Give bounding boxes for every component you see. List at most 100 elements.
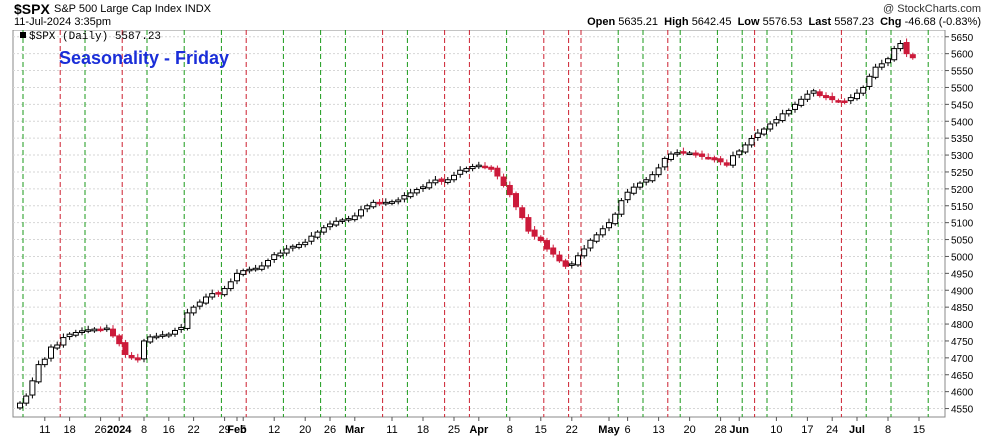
- candle-down: [556, 254, 563, 262]
- y-tick-label: 5600: [951, 50, 974, 61]
- candle-up: [351, 215, 358, 221]
- candle-up: [141, 340, 147, 360]
- candle-up: [258, 265, 265, 270]
- candle-up: [736, 150, 743, 156]
- candle-up: [748, 137, 755, 146]
- ticker-symbol: $SPX: [14, 1, 50, 17]
- y-tick-label: 5650: [951, 33, 974, 44]
- candle-up: [655, 167, 662, 176]
- candle-up: [364, 205, 371, 210]
- candle-up: [612, 213, 619, 225]
- candle-up: [345, 218, 352, 221]
- candle-up: [792, 103, 798, 110]
- x-tick-label: 26: [324, 424, 336, 436]
- candle-down: [903, 42, 910, 55]
- price-chart: 4550 4600 4650 4700 4750 4800 4850 4900 4950 5000…: [12, 30, 974, 436]
- y-tick-label: 5050: [951, 236, 974, 247]
- candle-up: [897, 43, 904, 50]
- candle-up: [271, 254, 278, 260]
- y-tick-label: 5200: [951, 185, 974, 196]
- x-tick-label: Jul: [849, 424, 865, 436]
- candle-up: [221, 288, 228, 296]
- x-tick-label: 15: [913, 424, 925, 436]
- candle-up: [382, 201, 389, 205]
- candle-up: [885, 58, 891, 64]
- candle-down: [438, 178, 445, 182]
- candle-down: [680, 151, 687, 154]
- candle-down: [376, 201, 383, 205]
- candle-up: [29, 380, 36, 396]
- candle-up: [674, 152, 681, 155]
- candle-up: [575, 255, 581, 266]
- candle-up: [754, 132, 761, 138]
- x-tick-label: May: [598, 424, 620, 436]
- candle-up: [686, 152, 693, 156]
- security-name: S&P 500 Large Cap Index INDX: [54, 3, 211, 15]
- candle-up: [761, 128, 767, 135]
- candle-up: [333, 220, 340, 226]
- x-tick-label: 15: [535, 424, 547, 436]
- y-tick-label: 4850: [951, 303, 974, 314]
- candle-up: [866, 75, 873, 87]
- candle-up: [444, 179, 451, 183]
- chart-title: Seasonality - Friday: [59, 48, 229, 68]
- candle-up: [196, 301, 203, 307]
- quote-readout: Open 5635.21 High 5642.45 Low 5576.53 La…: [587, 16, 981, 28]
- x-tick-label: 28: [714, 424, 726, 436]
- candle-up: [878, 63, 885, 68]
- candle-up: [308, 235, 315, 242]
- candle-up: [178, 326, 185, 330]
- candle-down: [97, 328, 104, 332]
- candle-up: [457, 169, 464, 175]
- x-tick-label: 6: [625, 424, 631, 436]
- candle-up: [637, 182, 643, 188]
- candle-up: [172, 329, 178, 335]
- candle-up: [630, 186, 637, 194]
- y-tick-label: 4650: [951, 371, 974, 382]
- x-tick-label: Jun: [729, 424, 749, 436]
- candle-up: [420, 186, 426, 190]
- candle-up: [252, 267, 259, 271]
- candle-up: [742, 144, 749, 153]
- candle-up: [451, 174, 457, 181]
- candle-up: [426, 182, 433, 189]
- x-tick-label: 12: [268, 424, 280, 436]
- legend-label: $SPX (Daily) 5587.23: [29, 31, 161, 43]
- y-tick-label: 5000: [951, 252, 974, 263]
- candle-up: [72, 332, 79, 336]
- candle-up: [246, 268, 253, 272]
- x-tick-label: 10: [770, 424, 782, 436]
- candle-up: [314, 231, 321, 238]
- candle-up: [785, 109, 792, 115]
- candle-up: [165, 333, 172, 337]
- candle-down: [110, 328, 116, 337]
- y-tick-label: 4900: [951, 286, 974, 297]
- candle-up: [327, 223, 333, 228]
- candle-down: [494, 167, 501, 177]
- x-tick-label: 25: [448, 424, 460, 436]
- candle-up: [798, 98, 805, 106]
- candle-down: [122, 342, 129, 355]
- candle-up: [581, 248, 588, 257]
- candle-up: [66, 333, 73, 338]
- candle-up: [891, 48, 898, 61]
- candle-up: [240, 270, 247, 275]
- candle-up: [649, 174, 656, 182]
- candle-down: [506, 184, 513, 196]
- candle-down: [723, 162, 730, 166]
- candle-down: [823, 95, 829, 99]
- candle-down: [692, 152, 699, 156]
- y-tick-label: 5400: [951, 117, 974, 128]
- x-tick-label: 20: [683, 424, 695, 436]
- candle-up: [91, 328, 98, 332]
- x-tick-label: 2024: [107, 424, 132, 436]
- candle-up: [35, 364, 42, 383]
- candle-down: [544, 240, 550, 250]
- candle-up: [779, 113, 786, 122]
- candle-down: [513, 193, 519, 208]
- candle-up: [599, 228, 606, 236]
- candle-up: [872, 66, 879, 78]
- candle-up: [41, 358, 48, 366]
- y-tick-label: 5100: [951, 219, 974, 230]
- y-tick-label: 5500: [951, 83, 974, 94]
